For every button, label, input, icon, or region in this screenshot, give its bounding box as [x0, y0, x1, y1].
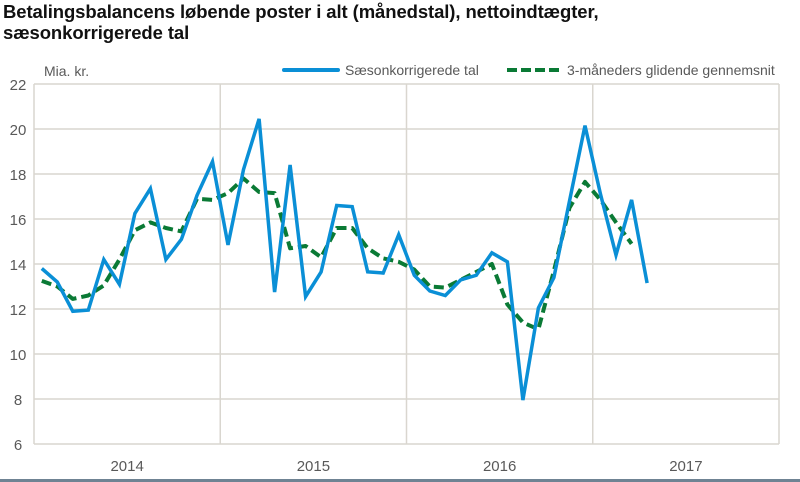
chart-title-line-1: Betalingsbalancens løbende poster i alt …: [3, 1, 599, 22]
x-tick-label: 2015: [297, 458, 330, 475]
x-tick-label: 2017: [669, 458, 702, 475]
seasonally-adjusted-series-line: [40, 118, 649, 401]
chart-title-line-2: sæsonkorrigerede tal: [3, 22, 190, 43]
y-axis-unit-label: Mia. kr.: [44, 63, 90, 79]
y-tick-label: 18: [10, 167, 27, 184]
dashed-line-swatch-icon: [507, 68, 559, 72]
bottom-border: [0, 479, 800, 482]
y-tick-label: 8: [14, 392, 22, 409]
moving-average-series-line: [41, 176, 634, 332]
chart-title: Betalingsbalancens løbende poster i alt …: [3, 1, 793, 43]
x-tick-label: 2014: [110, 458, 143, 475]
y-tick-label: 14: [10, 257, 27, 274]
legend-item-seasonally-adjusted: Sæsonkorrigerede tal: [282, 62, 479, 78]
x-axis-ticks: 2014 2015 2016 2017: [110, 458, 702, 475]
y-tick-label: 22: [10, 77, 27, 94]
legend-item-moving-average: 3-måneders glidende gennemsnit: [507, 62, 775, 78]
x-tick-label: 2016: [483, 458, 516, 475]
solid-line-swatch-icon: [282, 68, 340, 72]
y-tick-label: 20: [10, 122, 27, 139]
y-tick-label: 12: [10, 302, 27, 319]
y-tick-label: 6: [14, 437, 22, 454]
y-tick-label: 10: [10, 347, 27, 364]
legend-label: Sæsonkorrigerede tal: [345, 62, 479, 78]
y-axis-ticks: 6 8 10 12 14 16 18 20 22: [10, 77, 27, 454]
legend-label: 3-måneders glidende gennemsnit: [567, 62, 775, 78]
y-tick-label: 16: [10, 212, 27, 229]
